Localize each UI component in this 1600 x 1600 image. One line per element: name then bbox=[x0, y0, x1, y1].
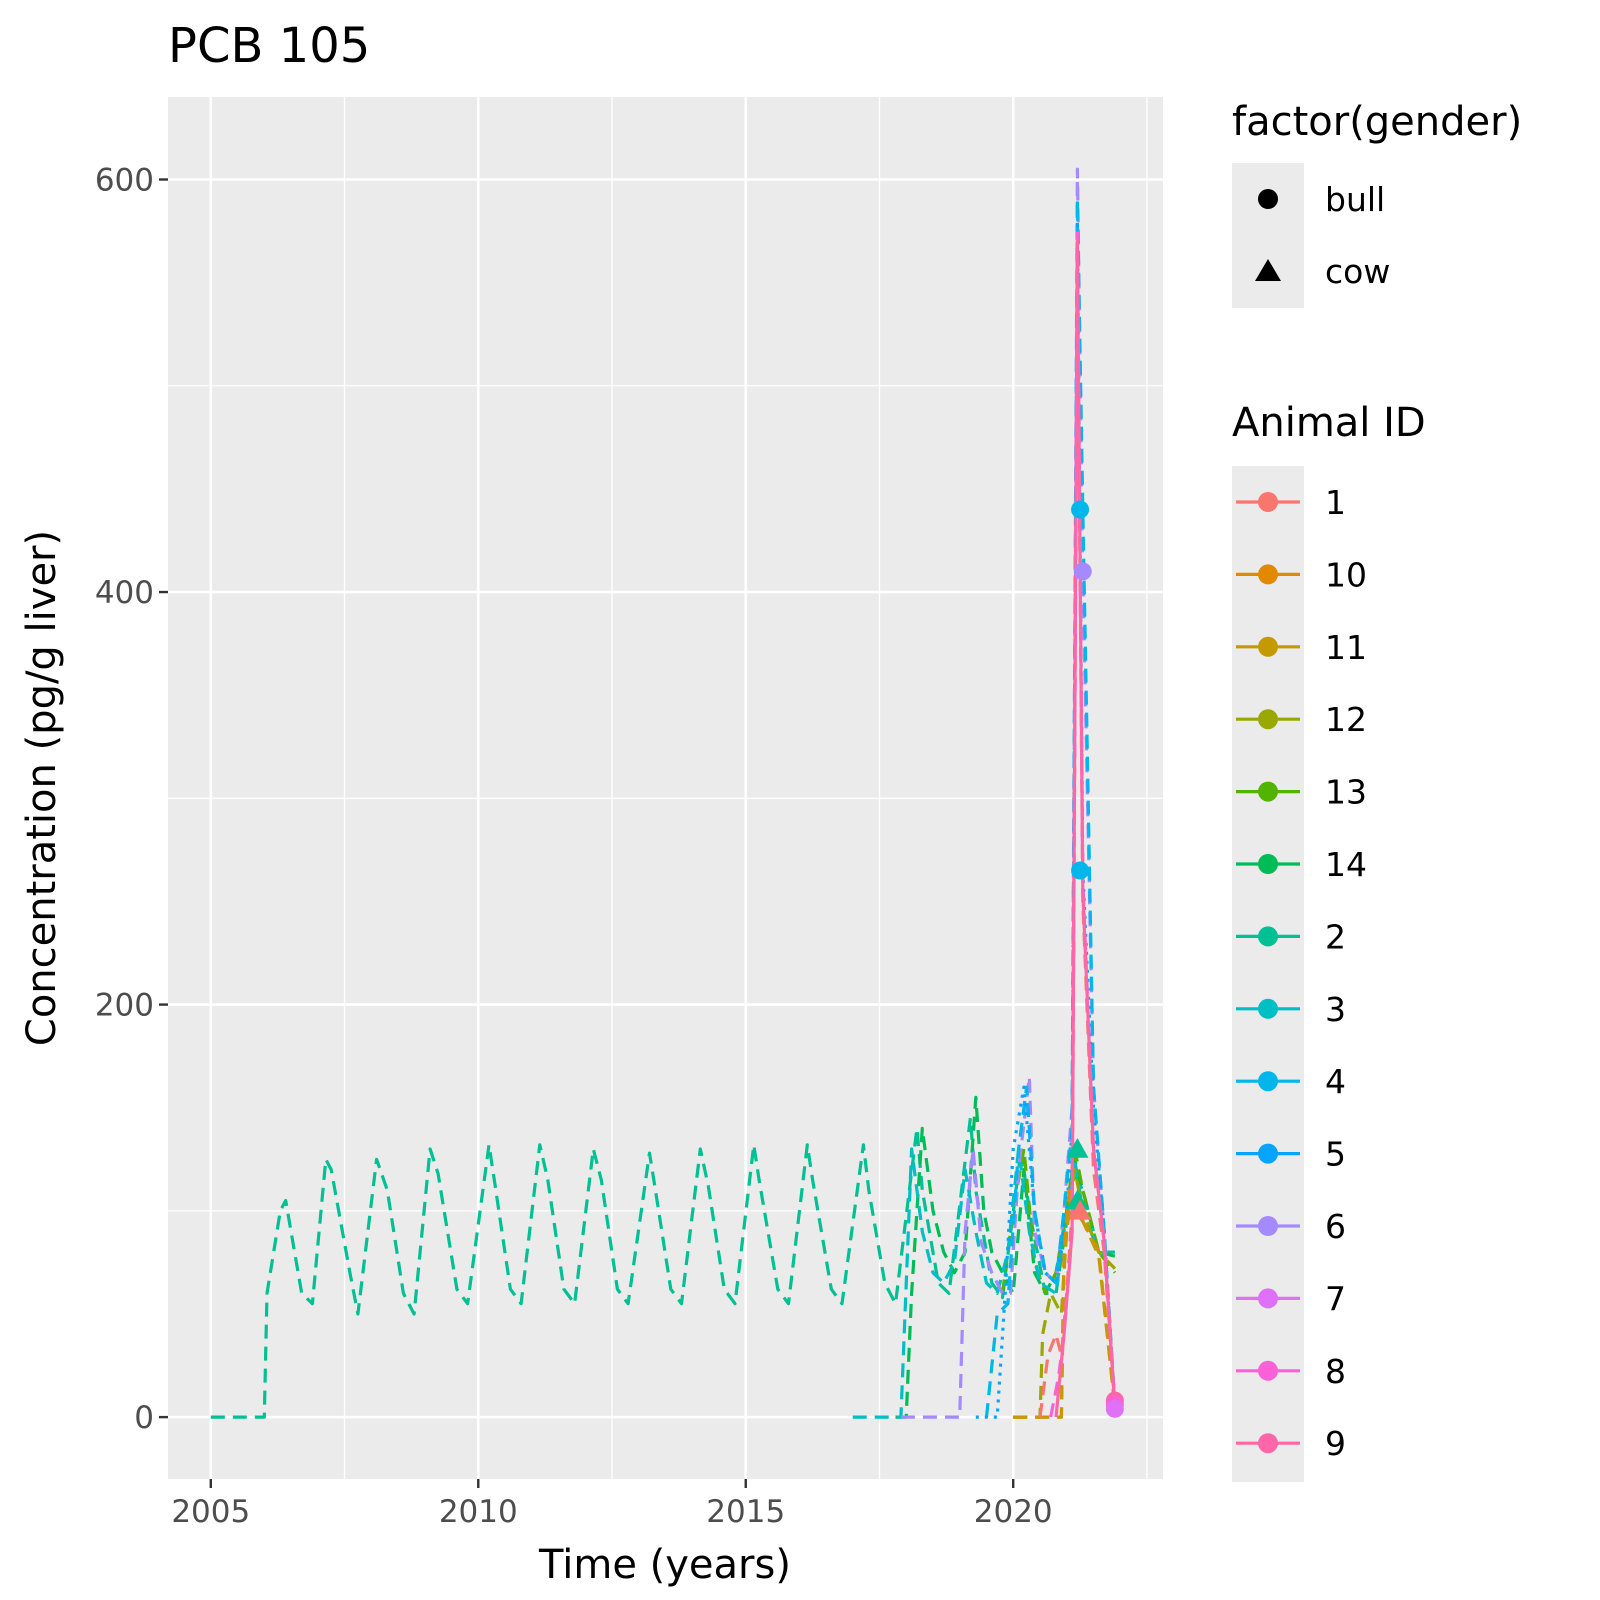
x-tick-label: 2005 bbox=[171, 1494, 250, 1530]
legend-dot-8 bbox=[1258, 1360, 1278, 1381]
shape-legend-key-bg bbox=[1232, 163, 1304, 308]
legend-dot-3 bbox=[1258, 998, 1278, 1019]
legend-color-label: 3 bbox=[1325, 990, 1346, 1029]
legend-color-label: 8 bbox=[1325, 1352, 1346, 1391]
marker-triangle-1 bbox=[1069, 1199, 1092, 1220]
legend-dot-12 bbox=[1258, 709, 1278, 730]
series-line-3 bbox=[852, 1147, 1116, 1419]
legend-dot-9 bbox=[1258, 1433, 1278, 1454]
legend-color-label: 10 bbox=[1325, 555, 1367, 594]
legend-triangle-icon bbox=[1255, 259, 1281, 281]
legend-shape-label: cow bbox=[1325, 252, 1390, 291]
legend-color-label: 4 bbox=[1325, 1062, 1346, 1101]
marker-circle-6 bbox=[1073, 562, 1092, 581]
marker-circle-7 bbox=[1105, 1399, 1124, 1418]
x-tick-label: 2015 bbox=[706, 1494, 785, 1530]
marker-layer bbox=[1066, 500, 1124, 1418]
shape-legend-title: factor(gender) bbox=[1232, 99, 1522, 145]
legend-dot-11 bbox=[1258, 636, 1278, 657]
legend-color-label: 2 bbox=[1325, 917, 1346, 956]
legend-color-label: 1 bbox=[1325, 483, 1346, 522]
marker-triangle-2 bbox=[1066, 1137, 1089, 1158]
legend-dot-10 bbox=[1258, 564, 1278, 585]
marker-triangle-2 bbox=[1066, 1189, 1089, 1210]
y-tick-label: 200 bbox=[95, 988, 154, 1024]
legend-dot-1 bbox=[1258, 492, 1278, 512]
color-legend: Animal ID 1 10 11 12 13 14 2 3 4 5 6 7 8 9 bbox=[1232, 400, 1426, 1482]
legend-dot-2 bbox=[1258, 926, 1278, 947]
legend-dot-13 bbox=[1258, 781, 1278, 802]
color-legend-key-bg bbox=[1232, 466, 1304, 1482]
legend-color-label: 9 bbox=[1325, 1424, 1346, 1463]
chart-title: PCB 105 bbox=[168, 18, 370, 74]
legend-shape-label: bull bbox=[1325, 180, 1385, 219]
series-line-12 bbox=[1013, 1167, 1117, 1419]
y-tick-label: 600 bbox=[95, 163, 154, 199]
marker-circle-4 bbox=[1071, 861, 1090, 880]
legend-dot-14 bbox=[1258, 854, 1278, 874]
series-line-4 bbox=[984, 198, 1117, 1418]
legend-circle-icon bbox=[1258, 189, 1278, 209]
legend-color-label: 7 bbox=[1325, 1279, 1346, 1318]
y-axis: 0 200 400 600 bbox=[95, 163, 168, 1436]
grid-minor bbox=[168, 97, 1163, 1479]
series-layer bbox=[210, 167, 1117, 1419]
legend-color-label: 12 bbox=[1325, 700, 1367, 739]
x-axis-label: Time (years) bbox=[538, 1542, 791, 1588]
legend-color-label: 13 bbox=[1325, 773, 1367, 812]
x-axis: 2005 2010 2015 2020 bbox=[171, 1479, 1053, 1530]
x-tick-label: 2020 bbox=[974, 1494, 1053, 1530]
legend-dot-5 bbox=[1258, 1143, 1278, 1164]
legend-dot-6 bbox=[1258, 1216, 1278, 1236]
legend-color-label: 5 bbox=[1325, 1135, 1346, 1174]
x-tick-label: 2010 bbox=[439, 1494, 518, 1530]
y-tick-label: 400 bbox=[95, 575, 154, 611]
legend-color-label: 14 bbox=[1325, 845, 1367, 884]
y-tick-label: 0 bbox=[134, 1400, 154, 1436]
shape-legend: factor(gender) bull cow bbox=[1232, 99, 1522, 308]
y-axis-label: Concentration (pg/g liver) bbox=[19, 530, 65, 1046]
marker-circle-4 bbox=[1071, 500, 1090, 519]
legend-dot-7 bbox=[1258, 1288, 1278, 1309]
legend-dot-4 bbox=[1258, 1071, 1278, 1092]
legend-color-label: 11 bbox=[1325, 628, 1367, 667]
color-legend-title: Animal ID bbox=[1232, 400, 1426, 446]
legend-color-label: 6 bbox=[1325, 1207, 1346, 1246]
